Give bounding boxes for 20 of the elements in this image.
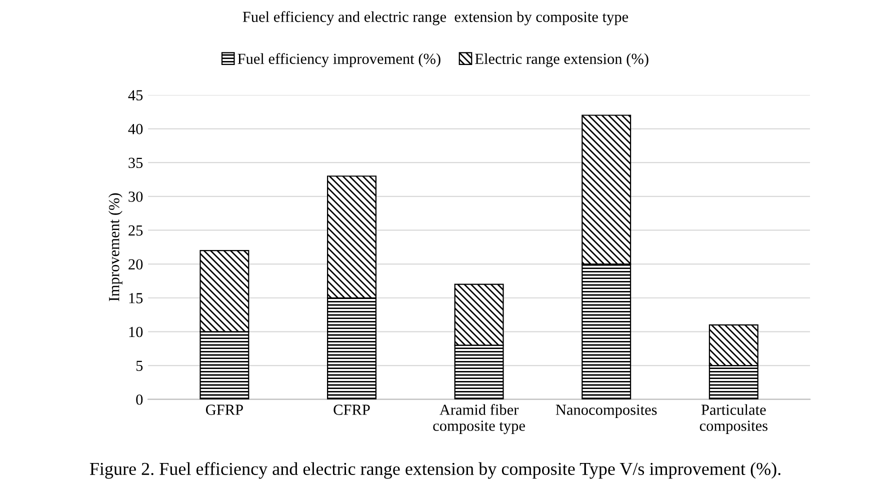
y-tick-label: 0 [136,394,143,405]
legend-label: Fuel efficiency improvement (%) [238,53,440,68]
y-tick-label: 30 [128,192,143,202]
y-tick-label: 10 [129,326,143,338]
y-tick-label: 15 [129,293,143,304]
y-tick-label: 5 [136,360,143,371]
x-tick-label: Aramid fiber composite type [433,404,525,434]
y-tick-label: 25 [128,225,143,236]
y-tick-label: 45 [128,90,143,100]
x-tick-label: GFRP [206,404,243,415]
caption: Figure 2. Fuel efficiency and electric range extension by composite Type V/s improvement (%). [90,462,780,479]
x-tick-label: Particulate composites [700,404,768,434]
y-tick-label: 35 [128,158,143,168]
y-tick-label: 20 [128,259,143,270]
y-axis-title: Improvement (%) [108,193,122,302]
x-tick-label: CFRP [334,404,370,415]
chart-title: Fuel efficiency and electric range extension by composite type [242,11,628,26]
x-tick-label: Nanocomposites [556,404,657,418]
y-tick-label: 40 [128,124,143,134]
legend-label: Electric range extension (%) [475,53,648,68]
